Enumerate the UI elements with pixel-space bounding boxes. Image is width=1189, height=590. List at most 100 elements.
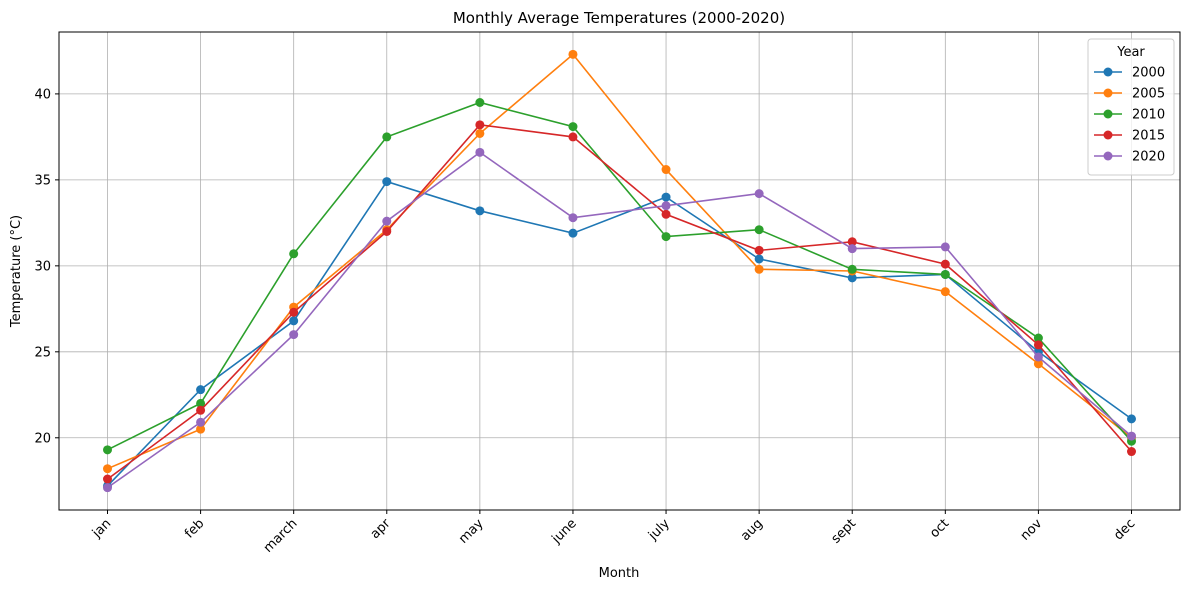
- legend-label: 2010: [1132, 108, 1165, 123]
- data-point: [1127, 414, 1136, 424]
- data-point: [196, 424, 206, 434]
- x-tick-label: feb: [182, 516, 207, 541]
- y-axis-label: Temperature (°C): [9, 215, 24, 328]
- data-point: [568, 228, 578, 238]
- legend-marker: [1103, 151, 1113, 161]
- legend: Year 2000 2005 2010 2015 2020: [1087, 38, 1175, 176]
- data-point: [475, 147, 485, 157]
- x-tick-label: july: [645, 516, 673, 544]
- x-tick-label: march: [261, 516, 301, 556]
- series-2020: [103, 147, 1136, 493]
- data-point: [847, 273, 857, 283]
- data-point: [475, 120, 485, 130]
- data-point: [196, 398, 206, 408]
- data-point: [289, 330, 299, 340]
- data-point: [568, 132, 578, 142]
- data-point: [1033, 359, 1043, 369]
- legend-label: 2000: [1132, 66, 1165, 81]
- legend-marker: [1103, 130, 1113, 140]
- data-point: [940, 242, 950, 252]
- data-point: [940, 259, 950, 269]
- data-point: [661, 209, 671, 219]
- x-tick-label: may: [456, 516, 487, 547]
- x-tick-label: nov: [1018, 516, 1046, 544]
- series-2000: [103, 177, 1136, 491]
- series-line: [107, 151, 1133, 489]
- x-tick-label: oct: [927, 516, 952, 541]
- legend-item: 2020: [1094, 150, 1165, 165]
- data-point: [196, 405, 206, 415]
- series-layer: [103, 49, 1136, 493]
- series-2015: [103, 120, 1136, 484]
- data-point: [568, 213, 578, 223]
- data-point: [1033, 333, 1043, 343]
- x-tick-label: dec: [1111, 516, 1138, 543]
- data-point: [847, 264, 857, 274]
- data-point: [475, 128, 485, 138]
- data-point: [661, 232, 671, 242]
- data-point: [289, 249, 299, 259]
- legend-item: 2005: [1094, 87, 1165, 102]
- data-point: [103, 474, 112, 484]
- x-tick-label: sept: [829, 516, 859, 546]
- data-point: [382, 177, 392, 187]
- data-point: [754, 264, 764, 274]
- y-tick-label: 20: [34, 431, 51, 446]
- data-point: [382, 132, 392, 142]
- data-point: [196, 417, 206, 427]
- series-line: [107, 101, 1133, 451]
- grid: [59, 32, 1180, 510]
- data-point: [1033, 352, 1043, 362]
- legend-item: 2000: [1094, 66, 1165, 81]
- series-line: [107, 53, 1132, 470]
- series-2010: [103, 97, 1136, 455]
- data-point: [754, 225, 764, 235]
- legend-marker: [1103, 88, 1113, 98]
- x-tick-label: june: [549, 516, 580, 547]
- data-point: [568, 122, 578, 132]
- data-point: [847, 244, 857, 254]
- x-tick-label: apr: [368, 516, 394, 542]
- legend-title: Year: [1116, 45, 1145, 60]
- data-point: [1127, 447, 1136, 457]
- x-tick-label: aug: [738, 516, 766, 544]
- legend-label: 2005: [1132, 87, 1165, 102]
- data-point: [103, 464, 112, 474]
- legend-item: 2010: [1094, 108, 1165, 123]
- chart-title: Monthly Average Temperatures (2000-2020): [453, 9, 785, 27]
- data-point: [754, 189, 764, 199]
- x-axis-label: Month: [599, 566, 640, 581]
- data-point: [754, 245, 764, 255]
- data-point: [847, 237, 857, 247]
- data-point: [196, 385, 206, 395]
- ticks: jan feb march apr may june july aug sept oct nov de…: [34, 87, 1138, 555]
- data-point: [568, 49, 578, 59]
- y-tick-label: 35: [34, 173, 51, 188]
- data-point: [103, 445, 112, 455]
- data-point: [1033, 340, 1043, 350]
- legend-label: 2015: [1132, 129, 1165, 144]
- y-tick-label: 30: [34, 259, 51, 274]
- data-point: [382, 216, 392, 226]
- plot-frame: [58, 31, 1181, 511]
- data-point: [940, 269, 950, 279]
- series-line: [106, 180, 1132, 487]
- data-point: [289, 316, 299, 326]
- data-point: [754, 254, 764, 264]
- series-line: [107, 123, 1133, 480]
- legend-label: 2020: [1132, 150, 1165, 165]
- data-point: [1127, 431, 1136, 441]
- data-point: [289, 307, 299, 317]
- data-point: [661, 192, 671, 202]
- data-point: [382, 226, 392, 236]
- data-point: [940, 287, 950, 297]
- y-tick-label: 25: [34, 345, 51, 360]
- data-point: [661, 201, 671, 211]
- data-point: [661, 165, 671, 175]
- legend-marker: [1103, 67, 1113, 77]
- legend-items: 2000 2005 2010 2015 2020: [1094, 66, 1165, 165]
- x-tick-label: jan: [89, 516, 114, 541]
- data-point: [475, 206, 485, 216]
- legend-marker: [1103, 109, 1113, 119]
